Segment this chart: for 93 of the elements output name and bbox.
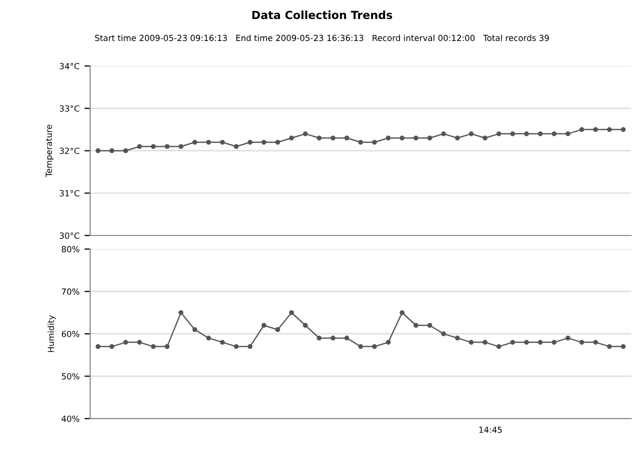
point: [261, 322, 266, 328]
point: [372, 140, 377, 145]
point: [468, 131, 474, 136]
point: [358, 140, 364, 145]
y-tick-label: 60%: [62, 330, 80, 338]
point: [538, 131, 543, 136]
point: [206, 140, 212, 145]
point: [96, 344, 100, 349]
point: [441, 331, 446, 336]
point: [620, 127, 626, 132]
point: [109, 148, 114, 154]
point: [316, 136, 322, 140]
point: [178, 310, 184, 316]
point: [510, 340, 516, 345]
point: [413, 322, 418, 328]
point: [316, 336, 322, 341]
point: [137, 144, 142, 149]
chart-subtitle: Start time 2009-05-23 09:16:13 End time 2009-05-23 16:36:13 Record interval 00:12:00 Total records 39: [95, 34, 549, 42]
point: [302, 322, 308, 328]
point: [496, 344, 502, 349]
point: [566, 131, 570, 136]
y-tick-label: 30°C: [60, 232, 80, 239]
point: [454, 136, 460, 140]
point: [606, 344, 612, 349]
point: [192, 327, 198, 332]
point: [302, 131, 308, 136]
y-axis-title: Humidity: [48, 315, 56, 352]
point: [248, 344, 252, 349]
point: [164, 344, 170, 349]
point: [427, 136, 432, 140]
point: [620, 344, 626, 349]
point: [275, 140, 280, 145]
point: [150, 144, 156, 149]
point: [468, 340, 474, 345]
point: [248, 140, 252, 145]
point: [593, 340, 598, 345]
point: [234, 344, 239, 349]
point: [358, 344, 364, 349]
point: [261, 140, 266, 145]
point: [454, 336, 460, 341]
point: [289, 136, 294, 140]
point: [330, 136, 336, 140]
y-tick-label: 40%: [62, 416, 80, 422]
point: [123, 340, 128, 345]
chart-title: Data Collection Trends: [252, 10, 392, 20]
point: [386, 136, 391, 140]
point: [109, 344, 114, 349]
point: [150, 344, 156, 349]
y-tick-label: 34°C: [60, 62, 80, 70]
y-axis-title: Temperature: [46, 124, 54, 178]
point: [552, 131, 557, 136]
y-tick-label: 50%: [62, 373, 80, 380]
point: [137, 340, 142, 345]
point: [496, 131, 502, 136]
y-tick-label: 70%: [62, 288, 80, 295]
point: [593, 127, 598, 132]
point: [482, 136, 488, 140]
text: 14:45: [479, 426, 502, 433]
point: [441, 131, 446, 136]
point: [400, 310, 405, 316]
point: [524, 340, 529, 345]
point: [192, 140, 198, 145]
y-tick-label: 31°C: [60, 190, 80, 196]
point: [579, 340, 584, 345]
point: [206, 336, 212, 341]
point: [220, 340, 225, 345]
point: [220, 140, 225, 145]
point: [579, 127, 584, 132]
y-tick-label: 32°C: [60, 148, 80, 154]
point: [96, 148, 100, 154]
point: [275, 327, 280, 332]
point: [289, 310, 294, 316]
point: [524, 131, 529, 136]
point: [510, 131, 516, 136]
point: [606, 127, 612, 132]
point: [427, 322, 432, 328]
point: [344, 336, 350, 341]
point: [344, 136, 350, 140]
point: [330, 336, 336, 341]
point: [178, 144, 184, 149]
point: [566, 336, 570, 341]
point: [234, 144, 239, 149]
point: [123, 148, 128, 154]
y-tick-label: 80%: [62, 246, 80, 252]
point: [164, 144, 170, 149]
point: [413, 136, 418, 140]
point: [482, 340, 488, 345]
y-tick-label: 33°C: [60, 105, 80, 112]
point: [400, 136, 405, 140]
point: [538, 340, 543, 345]
point: [386, 340, 391, 345]
point: [372, 344, 377, 349]
point: [552, 340, 557, 345]
